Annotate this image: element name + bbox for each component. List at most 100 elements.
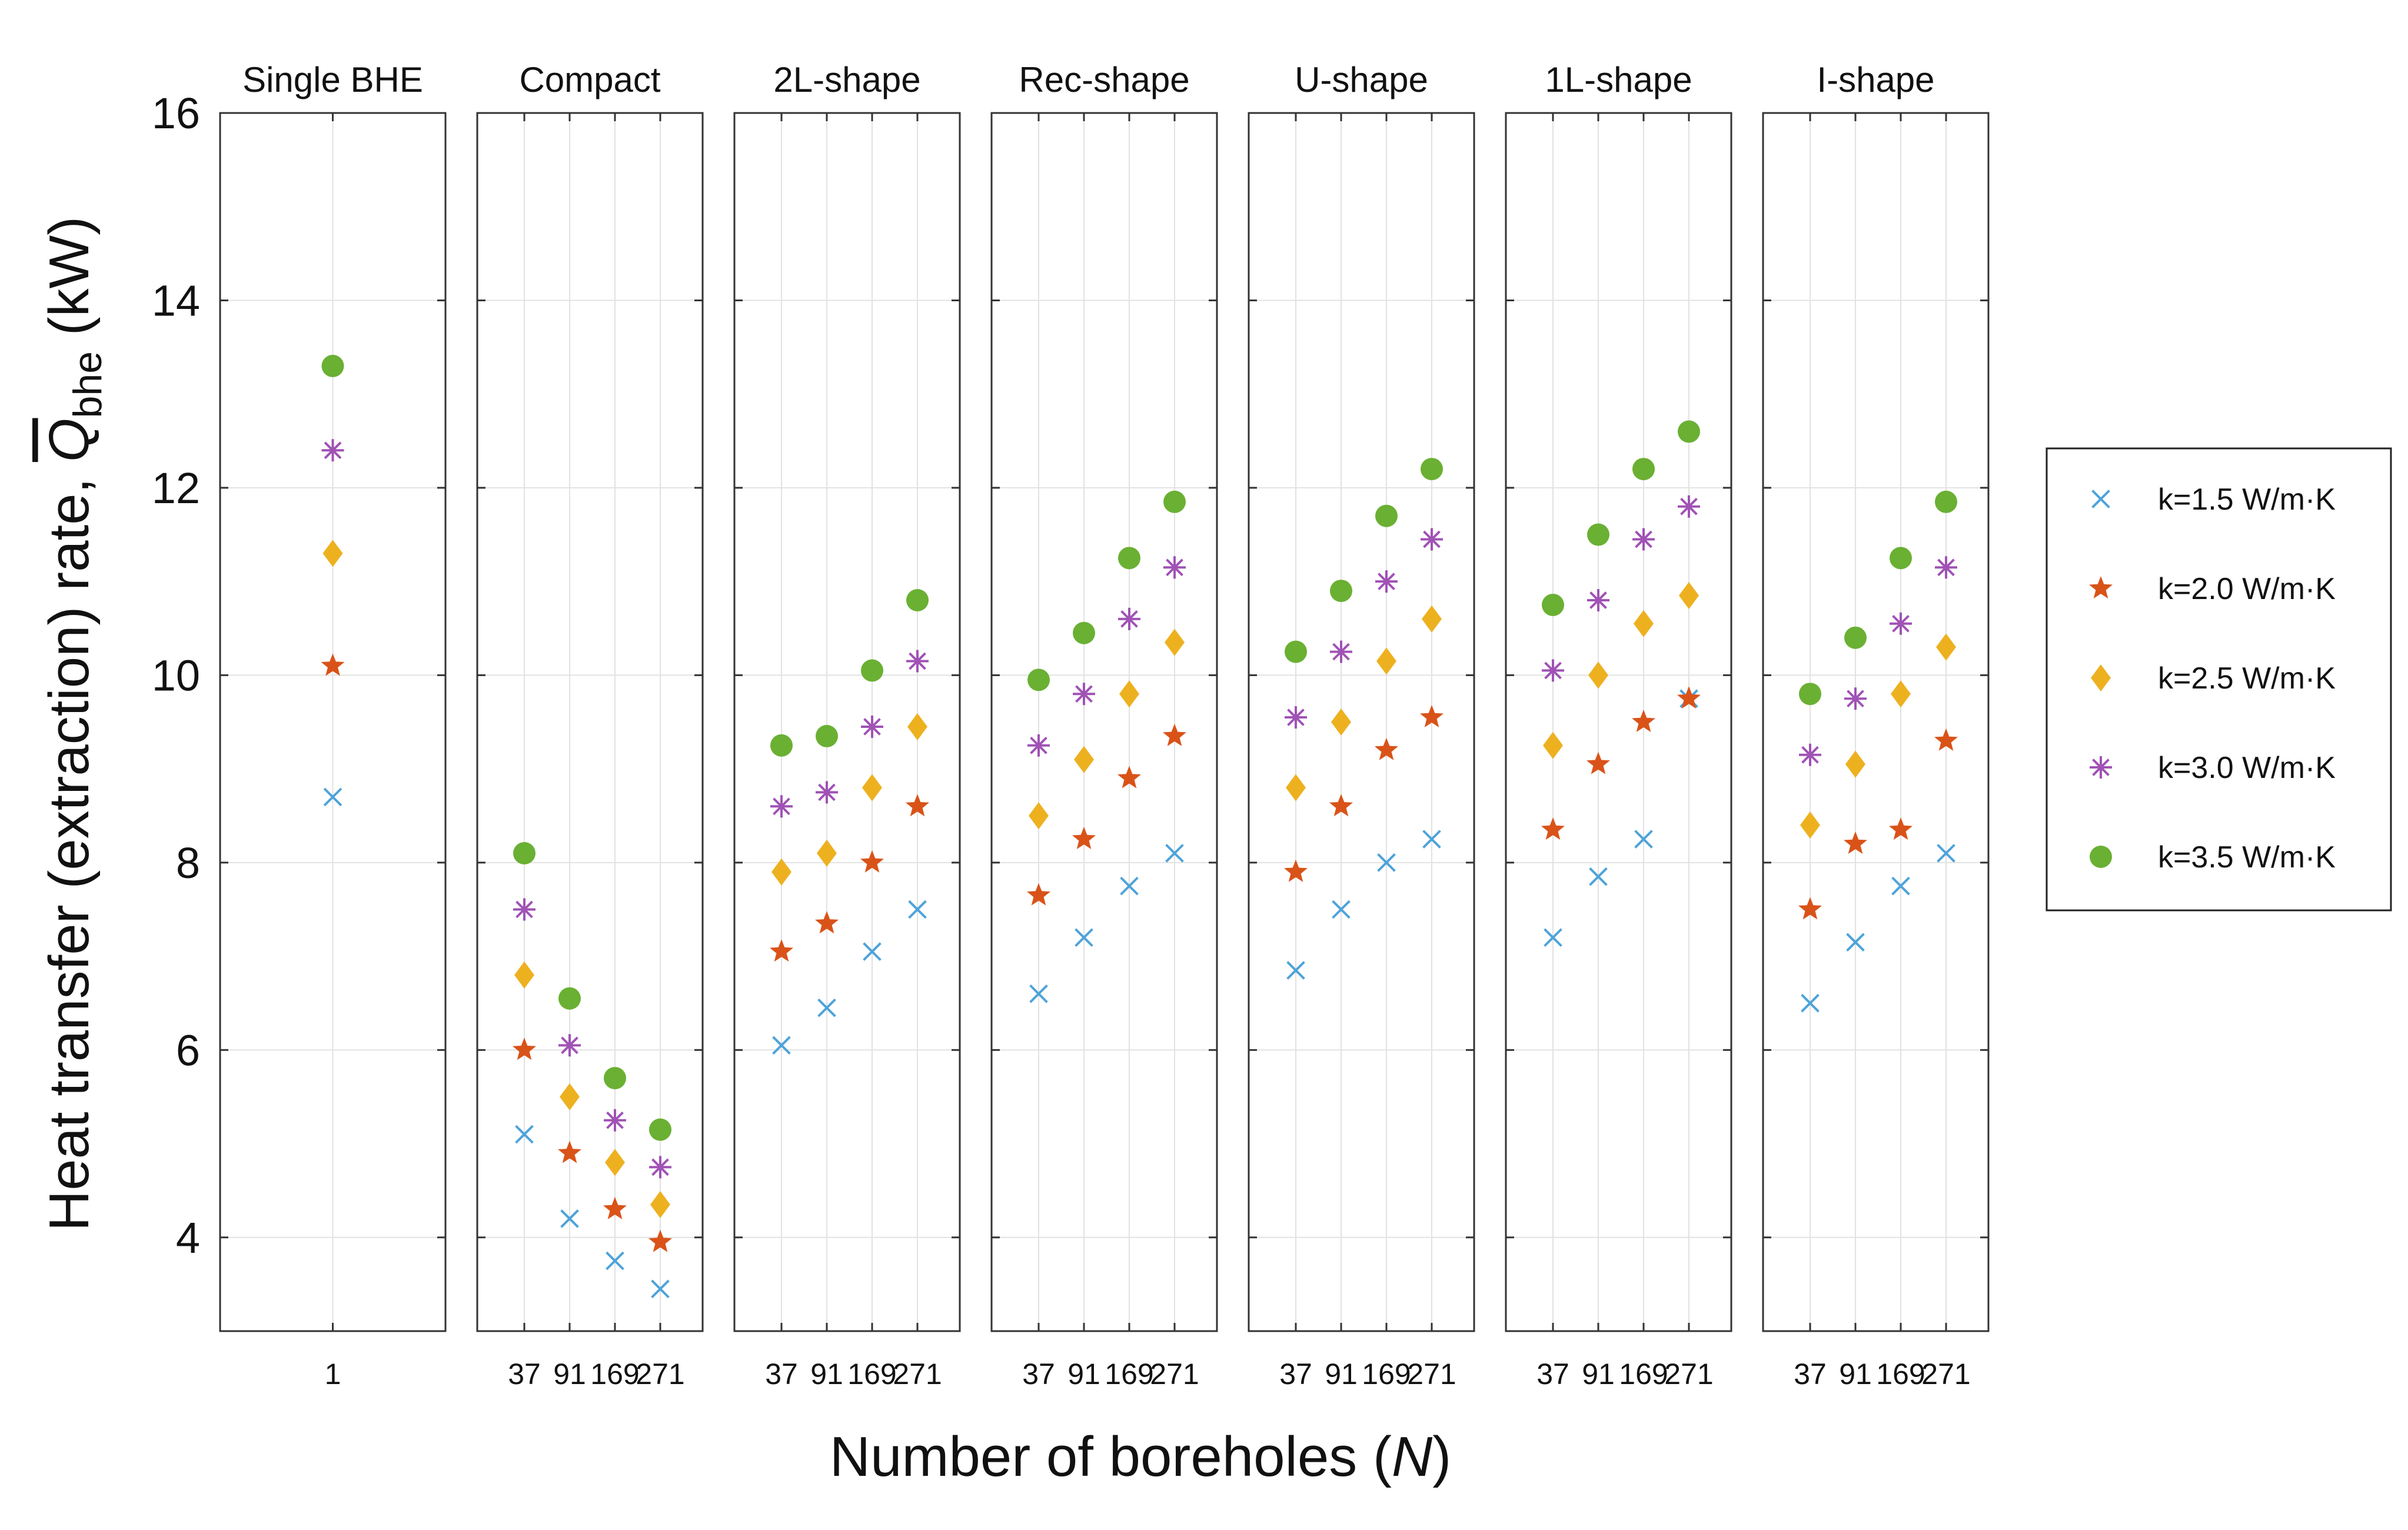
data-point: [1117, 766, 1141, 789]
data-point: [1330, 640, 1352, 663]
data-point: [650, 1191, 670, 1219]
data-point: [770, 734, 793, 757]
data-point: [770, 795, 793, 818]
y-tick-label: 16: [152, 89, 200, 138]
data-point: [1165, 628, 1185, 656]
data-point: [1074, 746, 1094, 773]
x-tick-label: 37: [765, 1358, 798, 1391]
data-point: [1420, 705, 1444, 727]
data-point: [649, 1156, 671, 1179]
data-point: [1677, 686, 1701, 709]
data-point: [906, 589, 929, 611]
panel-title: Rec-shape: [1019, 60, 1189, 99]
panel-title: Single BHE: [242, 60, 423, 99]
data-point: [1120, 876, 1139, 896]
data-point: [1072, 827, 1096, 849]
x-tick-label: 37: [1536, 1358, 1569, 1391]
data-point: [1935, 490, 1957, 513]
data-point: [648, 1229, 672, 1252]
data-point: [1587, 589, 1609, 611]
data-point: [558, 987, 581, 1010]
x-tick-label: 37: [1794, 1358, 1827, 1391]
panel-frame: [990, 112, 1218, 1332]
data-point: [770, 939, 793, 962]
data-point: [1890, 612, 1912, 635]
panel-title: Compact: [519, 60, 660, 99]
y-tick-label: 6: [176, 1026, 200, 1075]
data-point: [515, 1125, 534, 1144]
data-point: [513, 1037, 536, 1060]
data-point: [1544, 928, 1562, 947]
panel-frame: [476, 112, 704, 1332]
x-tick-label: 91: [1839, 1358, 1872, 1391]
legend: k=1.5 W/m·K k=2.0 W/m·K k=2.5 W/m·K k=3.0 W…: [2046, 447, 2392, 912]
data-point: [863, 942, 882, 961]
data-point: [772, 1036, 791, 1055]
data-point: [1286, 774, 1306, 801]
x-tick-label: 271: [1150, 1358, 1199, 1391]
data-point: [1075, 928, 1093, 947]
panel-frame: [1505, 112, 1732, 1332]
data-point: [1845, 750, 1865, 778]
data-point: [1543, 731, 1563, 759]
x-tick-label: 91: [1325, 1358, 1358, 1391]
data-point: [513, 898, 536, 921]
legend-label: k=2.5 W/m·K: [2158, 661, 2336, 696]
data-point: [1678, 420, 1700, 443]
data-point: [1891, 876, 1910, 896]
data-point: [1846, 933, 1865, 952]
panel-title: 2L-shape: [773, 60, 920, 99]
y-tick-label: 8: [176, 839, 200, 887]
x-tick-label: 271: [1921, 1358, 1970, 1391]
y-tick-label: 12: [152, 464, 200, 513]
data-point: [1163, 723, 1186, 746]
data-point: [1679, 582, 1699, 610]
legend-item: k=2.0 W/m·K: [2089, 572, 2336, 606]
data-point: [323, 787, 342, 807]
panel-frame: [1248, 112, 1475, 1332]
y-tick-label: 10: [152, 651, 200, 700]
data-point: [1375, 737, 1398, 760]
data-point: [513, 842, 536, 864]
data-point: [1800, 811, 1820, 839]
data-point: [1118, 607, 1140, 630]
data-point: [1332, 900, 1351, 919]
data-point: [1285, 706, 1307, 729]
data-point: [321, 354, 344, 377]
legend-marker: [2089, 576, 2113, 598]
data-point: [1541, 817, 1565, 840]
data-point: [1027, 734, 1050, 757]
data-point: [1119, 680, 1139, 708]
data-point: [1542, 659, 1564, 682]
data-point: [558, 1034, 581, 1057]
x-tick-label: 271: [893, 1358, 942, 1391]
data-point: [1844, 687, 1867, 710]
data-point: [1588, 661, 1608, 689]
data-point: [1935, 556, 1957, 579]
legend-label: k=3.0 W/m·K: [2158, 751, 2336, 785]
x-tick-label: 271: [1407, 1358, 1456, 1391]
data-point: [1285, 640, 1307, 663]
data-point: [1029, 984, 1048, 1003]
data-point: [860, 850, 884, 873]
data-point: [1284, 859, 1308, 882]
data-point: [817, 998, 836, 1017]
data-point: [861, 715, 883, 738]
data-point: [1587, 751, 1610, 774]
data-point: [1937, 844, 1955, 863]
data-point: [815, 911, 839, 934]
data-point: [606, 1251, 624, 1270]
data-point: [1165, 844, 1184, 863]
data-point: [1542, 593, 1564, 616]
data-point: [908, 900, 927, 919]
panel-title: U-shape: [1295, 60, 1428, 99]
data-point: [1421, 528, 1443, 551]
legend-marker: [2091, 664, 2111, 691]
data-point: [817, 839, 837, 867]
data-point: [649, 1118, 671, 1141]
data-point: [1632, 710, 1655, 732]
data-point: [907, 713, 927, 740]
data-point: [1118, 547, 1140, 570]
x-tick-label: 91: [1582, 1358, 1615, 1391]
